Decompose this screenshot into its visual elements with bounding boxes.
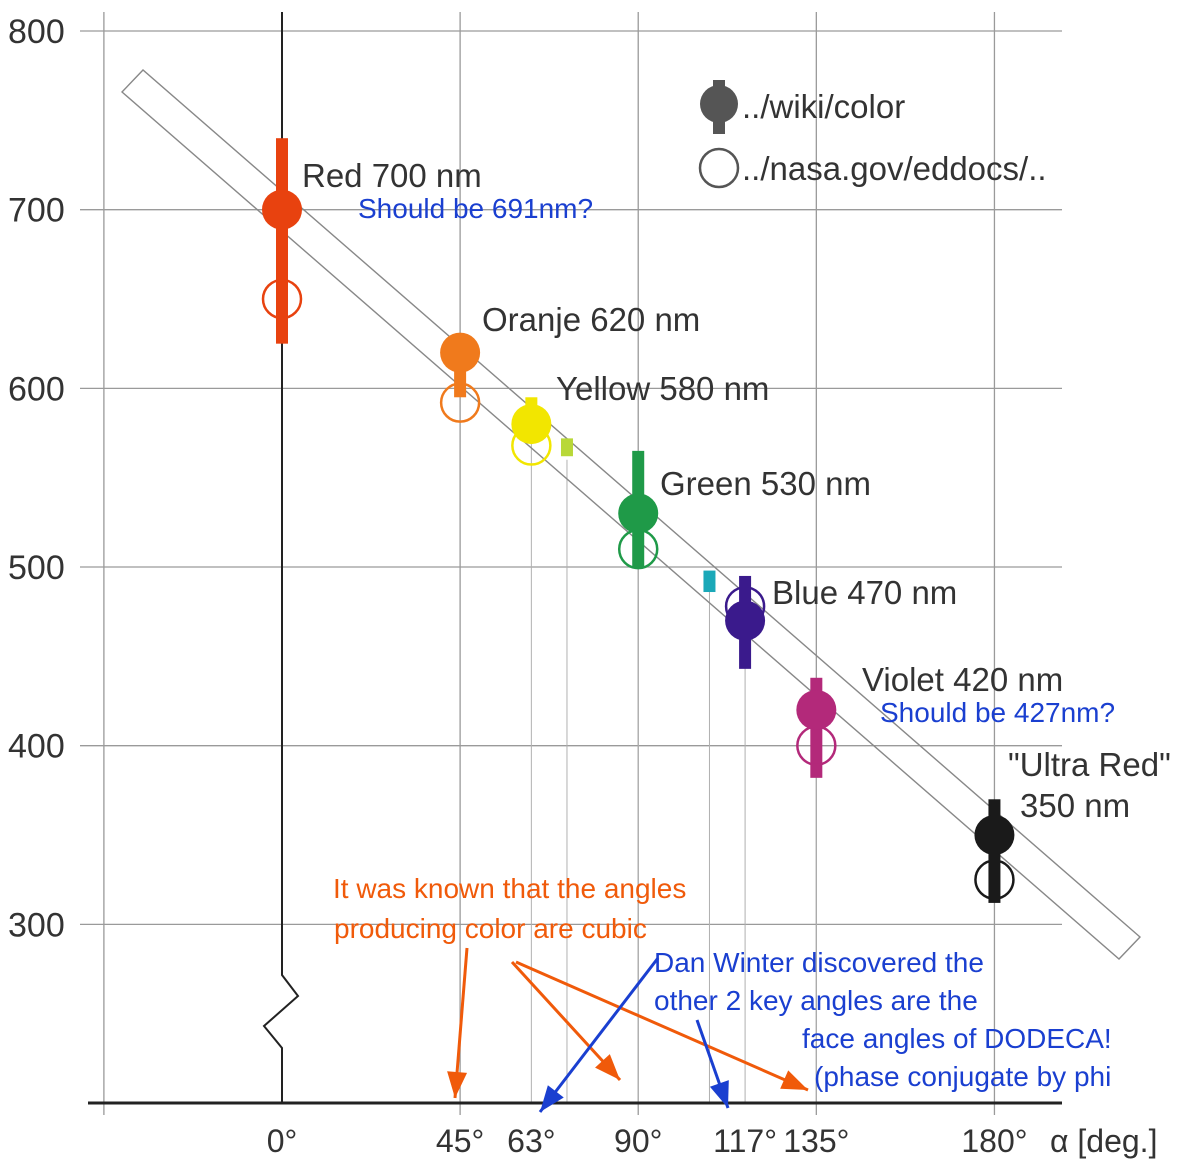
zero-axis-line xyxy=(262,12,300,1103)
x-tick-label: 63° xyxy=(507,1123,555,1159)
trend-band xyxy=(120,69,1142,960)
y-tick-label: 800 xyxy=(8,13,65,51)
annotations: Should be 691nm? Should be 427nm? It was k… xyxy=(333,193,1115,1113)
annotation-arrowhead xyxy=(540,1085,564,1112)
x-tick-labels: 0° 45° 63° 90° 117° 135° 180° xyxy=(267,1123,1028,1159)
annotation-text: Should be 691nm? xyxy=(358,193,593,224)
x-axis-label: α [deg.] xyxy=(1050,1123,1157,1159)
trend-band-outline xyxy=(120,69,1142,960)
annotation-arrow xyxy=(538,957,660,1113)
wiki-filled-marker xyxy=(974,815,1015,856)
x-tick-label: 0° xyxy=(267,1123,298,1159)
wiki-filled-marker xyxy=(618,493,659,534)
y-tick-labels: 300 400 500 600 700 800 xyxy=(8,13,65,944)
annotation-text: Dan Winter discovered the xyxy=(654,947,984,978)
wiki-filled-marker xyxy=(725,600,766,641)
annotation-text: other 2 key angles are the xyxy=(654,985,978,1016)
annotation-text: (phase conjugate by phi xyxy=(814,1061,1111,1092)
point-label: 350 nm xyxy=(1020,787,1130,824)
annotation-text: face angles of DODECA! xyxy=(802,1023,1112,1054)
annotation-arrowhead xyxy=(780,1070,808,1090)
point-label: Green 530 nm xyxy=(660,465,871,502)
wiki-filled-marker xyxy=(440,332,481,373)
point-label: Violet 420 nm xyxy=(862,661,1063,698)
x-tick-label: 90° xyxy=(614,1123,662,1159)
annotation-arrow xyxy=(510,960,622,1082)
point-label: "Ultra Red" xyxy=(1008,746,1171,783)
legend-label: ../wiki/color xyxy=(742,88,905,125)
point-labels: Red 700 nm Oranje 620 nm Yellow 580 nm Gree… xyxy=(302,157,1171,824)
data-points xyxy=(261,138,1015,903)
small-color-bar xyxy=(703,570,716,593)
legend-filled-circle-icon xyxy=(700,85,738,123)
y-tick-label: 700 xyxy=(8,192,65,230)
legend-label: ../nasa.gov/eddocs/.. xyxy=(742,150,1047,187)
nasa-open-marker xyxy=(974,859,1015,900)
point-label: Red 700 nm xyxy=(302,157,482,194)
point-label: Blue 470 nm xyxy=(772,574,957,611)
wiki-filled-marker xyxy=(262,189,302,230)
wiki-filled-marker xyxy=(796,689,837,730)
legend-open-circle-icon xyxy=(698,147,740,189)
y-tick-label: 500 xyxy=(8,549,65,587)
annotation-arrowhead xyxy=(595,1054,620,1080)
legend: ../wiki/color ../nasa.gov/eddocs/.. xyxy=(698,80,1047,189)
point-label: Yellow 580 nm xyxy=(556,370,769,407)
nasa-open-marker xyxy=(439,382,481,423)
small-color-bar xyxy=(560,438,573,457)
annotation-text: It was known that the angles xyxy=(333,873,686,904)
nasa-open-marker xyxy=(261,278,303,320)
x-tick-label: 180° xyxy=(961,1123,1027,1159)
annotation-arrowhead xyxy=(709,1080,729,1108)
wiki-filled-marker xyxy=(511,404,552,445)
grid-lines xyxy=(80,12,1062,1115)
axes xyxy=(88,12,1062,1105)
wavelength-range-bar xyxy=(276,138,288,344)
x-tick-label: 135° xyxy=(783,1123,849,1159)
annotation-text: Should be 427nm? xyxy=(880,697,1115,728)
x-tick-label: 45° xyxy=(436,1123,484,1159)
annotation-arrowhead xyxy=(447,1071,468,1098)
point-label: Oranje 620 nm xyxy=(482,301,700,338)
annotation-text: producing color are cubic xyxy=(334,913,647,944)
x-tick-label: 117° xyxy=(713,1123,777,1159)
y-tick-label: 300 xyxy=(8,906,65,944)
y-tick-label: 400 xyxy=(8,728,65,766)
y-tick-label: 600 xyxy=(8,370,65,408)
annotation-arrow xyxy=(515,960,809,1092)
